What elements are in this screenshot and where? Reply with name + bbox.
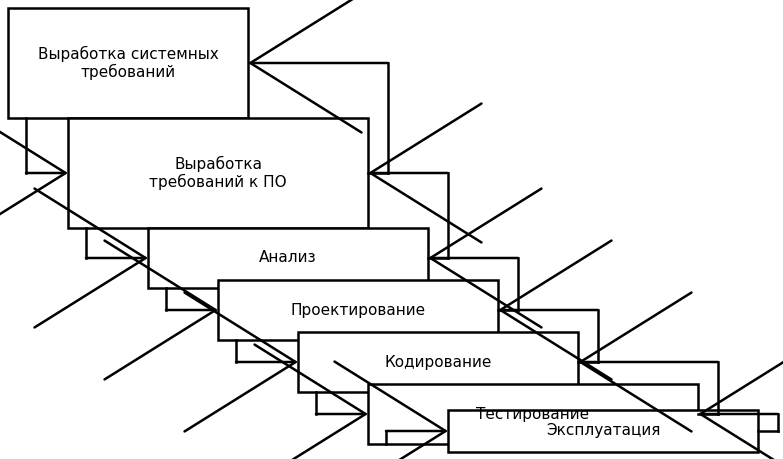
Text: Кодирование: Кодирование [384,354,492,369]
Bar [148,228,428,288]
Text: Выработка системных
требований: Выработка системных требований [38,45,218,80]
Bar [368,384,698,444]
Bar [68,118,368,228]
Text: Тестирование: Тестирование [476,407,590,421]
Bar [448,410,758,452]
Bar [298,332,578,392]
Text: Анализ: Анализ [259,251,317,265]
Text: Эксплуатация: Эксплуатация [546,424,660,438]
Text: Выработка
требований к ПО: Выработка требований к ПО [150,156,287,190]
Bar [8,8,248,118]
Text: Проектирование: Проектирование [290,302,426,318]
Bar [218,280,498,340]
